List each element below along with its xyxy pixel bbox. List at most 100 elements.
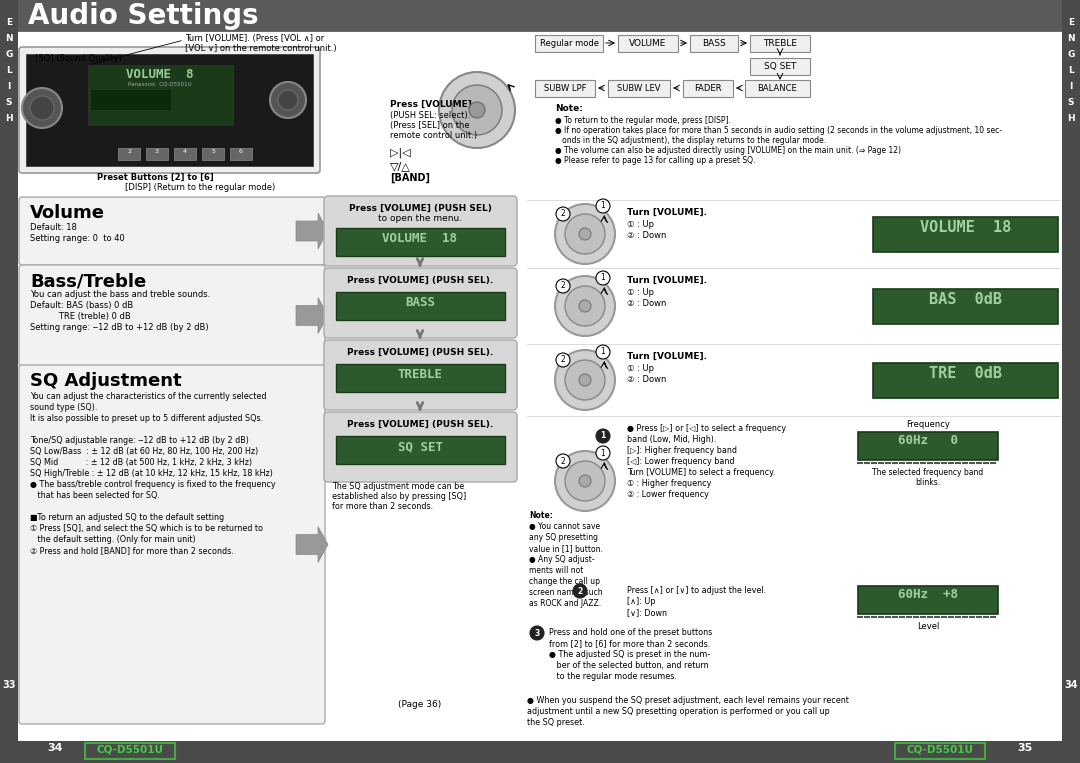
Text: 6: 6 xyxy=(239,149,243,154)
Bar xyxy=(26,54,313,166)
Text: 1: 1 xyxy=(600,432,606,440)
Circle shape xyxy=(22,88,62,128)
Text: I: I xyxy=(8,82,11,91)
Text: Note:: Note: xyxy=(529,511,553,520)
Text: ① : Up: ① : Up xyxy=(627,220,654,229)
Text: ■To return an adjusted SQ to the default setting: ■To return an adjusted SQ to the default… xyxy=(30,513,225,522)
Text: Default: BAS (bass) 0 dB: Default: BAS (bass) 0 dB xyxy=(30,301,133,310)
Text: Press and hold one of the preset buttons: Press and hold one of the preset buttons xyxy=(549,628,712,637)
Text: ● You cannot save: ● You cannot save xyxy=(529,522,600,531)
Text: onds in the SQ adjustment), the display returns to the regular mode.: onds in the SQ adjustment), the display … xyxy=(555,136,826,145)
Bar xyxy=(683,80,733,97)
Circle shape xyxy=(438,72,515,148)
Circle shape xyxy=(555,350,615,410)
FancyBboxPatch shape xyxy=(324,268,517,338)
Bar xyxy=(336,228,505,256)
Text: any SQ presetting: any SQ presetting xyxy=(529,533,598,542)
Text: ▷|◁: ▷|◁ xyxy=(390,148,410,159)
Text: Turn [VOLUME] to select a frequency.: Turn [VOLUME] to select a frequency. xyxy=(627,468,775,477)
Circle shape xyxy=(556,279,570,293)
Text: Press [VOLUME]: Press [VOLUME] xyxy=(390,100,472,109)
Text: ② : Lower frequency: ② : Lower frequency xyxy=(627,490,708,499)
Text: G: G xyxy=(5,50,13,59)
Text: ② : Down: ② : Down xyxy=(627,231,666,240)
Text: ● The bass/treble control frequency is fixed to the frequency: ● The bass/treble control frequency is f… xyxy=(30,480,275,489)
Text: BASS: BASS xyxy=(405,296,435,309)
Text: 33: 33 xyxy=(2,680,16,690)
Text: SQ Low/Bass  : ± 12 dB (at 60 Hz, 80 Hz, 100 Hz, 200 Hz): SQ Low/Bass : ± 12 dB (at 60 Hz, 80 Hz, … xyxy=(30,447,258,456)
Circle shape xyxy=(565,461,605,501)
Circle shape xyxy=(579,475,591,487)
Circle shape xyxy=(579,228,591,240)
Text: E: E xyxy=(5,18,12,27)
Text: remote control unit.): remote control unit.) xyxy=(390,131,477,140)
Bar xyxy=(18,0,1062,30)
Text: L: L xyxy=(1068,66,1074,75)
Bar xyxy=(873,217,1058,252)
Text: 2: 2 xyxy=(561,210,565,218)
FancyBboxPatch shape xyxy=(324,196,517,266)
Text: E: E xyxy=(1068,18,1075,27)
Text: to open the menu.: to open the menu. xyxy=(378,214,462,223)
Text: ① Press [SQ], and select the SQ which is to be returned to: ① Press [SQ], and select the SQ which is… xyxy=(30,524,264,533)
Circle shape xyxy=(469,102,485,118)
Text: as ROCK and JAZZ.: as ROCK and JAZZ. xyxy=(529,599,602,608)
Bar xyxy=(91,90,171,110)
Text: [∨]: Down: [∨]: Down xyxy=(627,608,667,617)
Text: Frequency: Frequency xyxy=(906,420,950,429)
Text: ● Any SQ adjust-: ● Any SQ adjust- xyxy=(529,555,595,564)
Text: BAS  0dB: BAS 0dB xyxy=(929,292,1002,307)
Bar xyxy=(18,741,1062,763)
Text: I: I xyxy=(1069,82,1072,91)
Bar xyxy=(0,0,18,763)
Text: SQ SET: SQ SET xyxy=(764,62,796,71)
Text: Regular mode: Regular mode xyxy=(540,39,598,48)
Circle shape xyxy=(579,374,591,386)
Text: 2: 2 xyxy=(561,282,565,291)
Bar xyxy=(618,35,678,52)
Text: Turn [VOLUME].: Turn [VOLUME]. xyxy=(627,208,707,217)
Text: Turn [VOLUME].: Turn [VOLUME]. xyxy=(627,276,707,285)
Bar xyxy=(336,292,505,320)
Text: TRE (treble) 0 dB: TRE (treble) 0 dB xyxy=(30,312,131,321)
Circle shape xyxy=(596,446,610,460)
Circle shape xyxy=(555,276,615,336)
Bar xyxy=(858,432,998,460)
Circle shape xyxy=(30,96,54,120)
Bar xyxy=(230,148,252,160)
Text: VOLUME  18: VOLUME 18 xyxy=(382,232,458,245)
Text: Press [VOLUME] (PUSH SEL).: Press [VOLUME] (PUSH SEL). xyxy=(347,276,494,285)
Text: SQ SET: SQ SET xyxy=(397,440,443,453)
Text: L: L xyxy=(6,66,12,75)
Text: [SQ] (Sound Quality): [SQ] (Sound Quality) xyxy=(35,54,122,63)
Circle shape xyxy=(556,353,570,367)
Text: CQ-D5501U: CQ-D5501U xyxy=(96,744,163,754)
Text: ● Press [▷] or [◁] to select a frequency: ● Press [▷] or [◁] to select a frequency xyxy=(627,424,786,433)
Circle shape xyxy=(596,199,610,213)
Text: [∧]: Up: [∧]: Up xyxy=(627,597,656,606)
Text: (Press [SEL] on the: (Press [SEL] on the xyxy=(390,121,470,130)
Text: 34: 34 xyxy=(48,743,63,753)
Bar xyxy=(174,148,195,160)
Bar xyxy=(608,80,670,97)
Text: blinks.: blinks. xyxy=(916,478,941,487)
Circle shape xyxy=(565,214,605,254)
FancyBboxPatch shape xyxy=(19,197,325,265)
Text: 3: 3 xyxy=(535,629,540,638)
Bar xyxy=(535,80,595,97)
Circle shape xyxy=(530,626,544,640)
Bar xyxy=(750,58,810,75)
Text: The SQ adjustment mode can be: The SQ adjustment mode can be xyxy=(332,482,464,491)
Text: ● The volume can also be adjusted directly using [VOLUME] on the main unit. (⇒ P: ● The volume can also be adjusted direct… xyxy=(555,146,901,155)
Text: the SQ preset.: the SQ preset. xyxy=(527,718,584,727)
Circle shape xyxy=(596,429,610,443)
Text: ② Press and hold [BAND] for more than 2 seconds.: ② Press and hold [BAND] for more than 2 … xyxy=(30,546,233,555)
Text: 35: 35 xyxy=(1017,743,1032,753)
Bar xyxy=(873,362,1058,398)
Text: 3: 3 xyxy=(156,149,159,154)
Bar xyxy=(202,148,224,160)
Text: N: N xyxy=(1067,34,1075,43)
Text: (Page 36): (Page 36) xyxy=(399,700,442,709)
Text: Tone/SQ adjustable range: ‒12 dB to +12 dB (by 2 dB): Tone/SQ adjustable range: ‒12 dB to +12 … xyxy=(30,436,248,445)
Text: [BAND]: [BAND] xyxy=(390,173,430,183)
